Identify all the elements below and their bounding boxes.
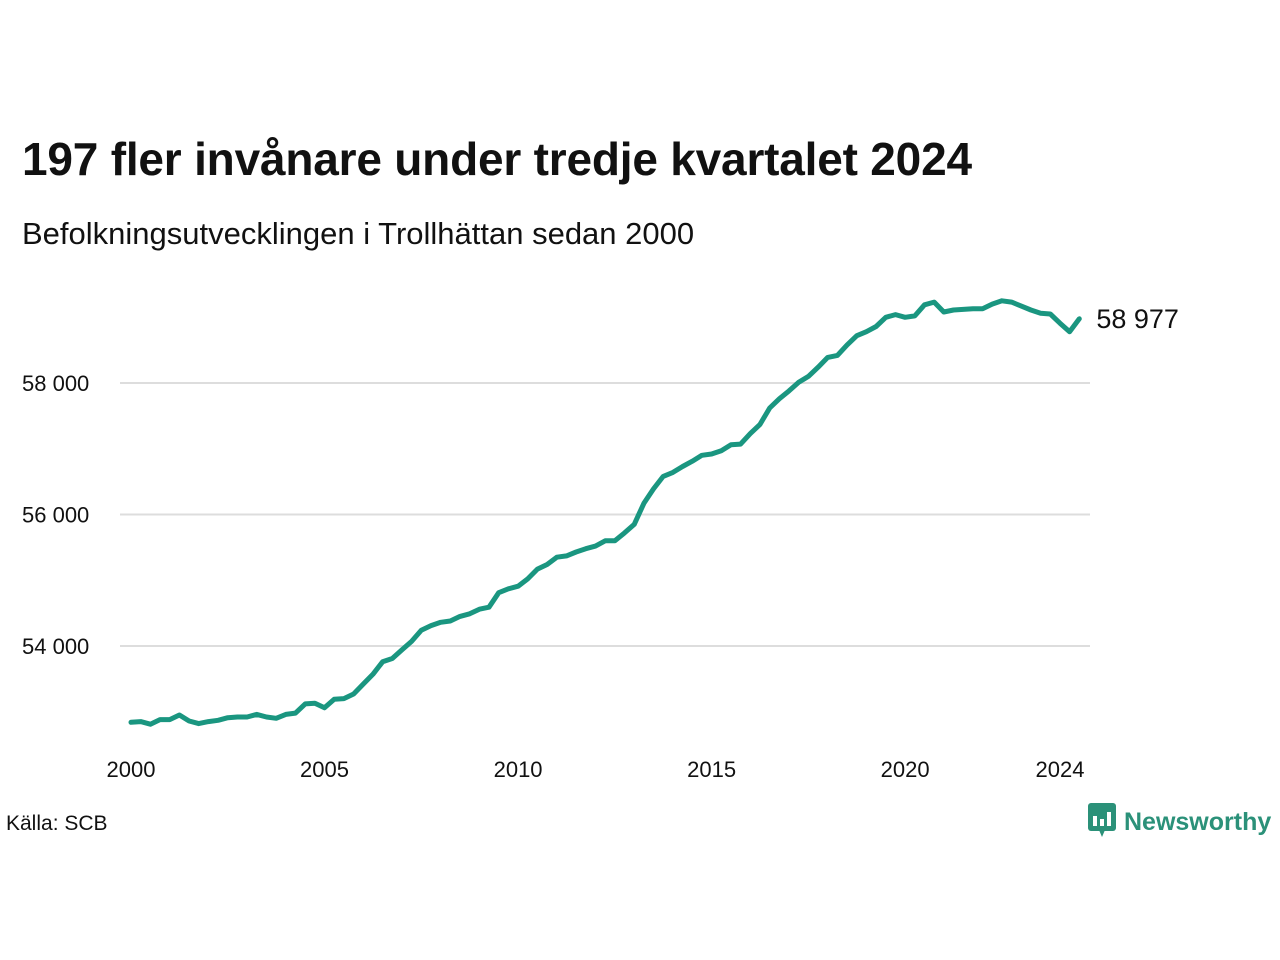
y-tick-label: 58 000: [22, 371, 89, 396]
x-tick-label: 2005: [300, 757, 349, 782]
y-axis-tick-labels: 54 000 56 000 58 000: [22, 371, 89, 659]
series-line: [128, 298, 1082, 727]
x-tick-label: 2015: [687, 757, 736, 782]
y-tick-label: 56 000: [22, 503, 89, 528]
x-tick-label: 2024: [1035, 757, 1084, 782]
brand-logo[interactable]: Newsworthy: [1088, 802, 1272, 842]
end-value-label: 58 977: [1096, 304, 1179, 334]
page-subtitle: Befolkningsutvecklingen i Trollhättan se…: [22, 216, 695, 251]
label-layer: 58 977: [1096, 304, 1179, 334]
y-tick-label: 54 000: [22, 634, 89, 659]
x-tick-label: 2000: [107, 757, 156, 782]
x-axis-tick-labels: 2000 2005 2010 2015 2020 2024: [107, 757, 1085, 782]
x-tick-label: 2010: [494, 757, 543, 782]
series-layer: [128, 298, 1082, 727]
brand-name: Newsworthy: [1124, 807, 1272, 836]
page-title: 197 fler invånare under tredje kvartalet…: [22, 133, 972, 185]
newsworthy-logo-icon: [1088, 802, 1116, 842]
x-tick-label: 2020: [881, 757, 930, 782]
source-note: Källa: SCB: [6, 812, 108, 835]
gridlines: [120, 382, 1090, 647]
